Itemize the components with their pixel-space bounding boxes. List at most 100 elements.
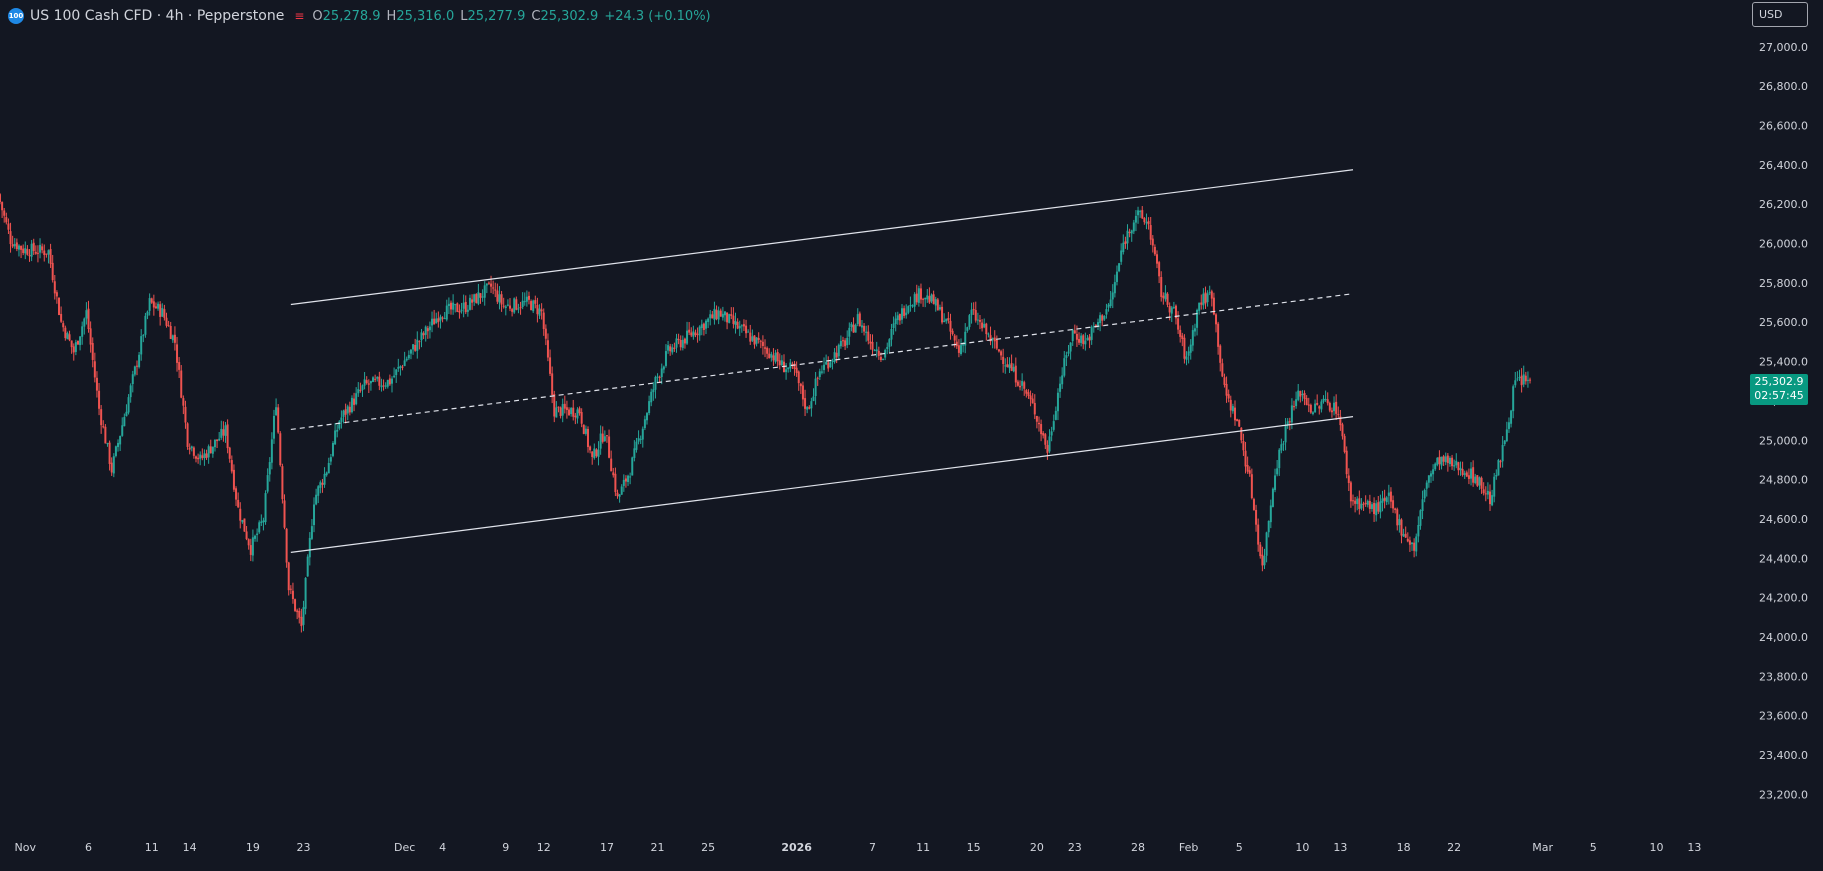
candle-body bbox=[1149, 225, 1152, 240]
candle-body bbox=[45, 253, 48, 255]
candle-body bbox=[1044, 434, 1047, 445]
candle-body bbox=[1016, 381, 1019, 386]
candle-body bbox=[882, 358, 885, 360]
candle-body bbox=[734, 320, 737, 325]
candle-body bbox=[1019, 385, 1022, 388]
candle-body bbox=[506, 304, 509, 306]
y-tick-label: 23,800.0 bbox=[1759, 670, 1808, 683]
candle-body bbox=[938, 307, 941, 310]
candle-body bbox=[1387, 492, 1390, 496]
candle-body bbox=[1290, 405, 1293, 423]
candle-body bbox=[629, 476, 632, 478]
candle-body bbox=[85, 310, 88, 319]
candle-body bbox=[1427, 475, 1430, 483]
x-tick-label: 18 bbox=[1397, 841, 1411, 854]
candle-body bbox=[1071, 330, 1074, 342]
candle-body bbox=[1037, 422, 1040, 425]
candle-body bbox=[1172, 307, 1175, 309]
candle-body bbox=[1082, 335, 1085, 345]
candle-body bbox=[586, 428, 589, 448]
candle-body bbox=[15, 242, 18, 250]
candle-body bbox=[1177, 318, 1180, 330]
candle-body bbox=[1012, 366, 1015, 372]
candle-body bbox=[121, 425, 124, 436]
candle-body bbox=[1514, 380, 1517, 386]
candle-body bbox=[51, 262, 54, 281]
candle-body bbox=[671, 347, 674, 353]
candle-body bbox=[936, 299, 939, 311]
candle-body bbox=[1162, 295, 1165, 299]
candle-body bbox=[546, 340, 549, 358]
candle-body bbox=[1316, 402, 1319, 405]
candle-body bbox=[1090, 327, 1093, 340]
candle-body bbox=[768, 353, 771, 359]
candle-body bbox=[447, 303, 450, 307]
candle-body bbox=[1507, 422, 1510, 429]
candle-body bbox=[1259, 544, 1262, 557]
candle-body bbox=[1299, 391, 1302, 397]
candle-body bbox=[934, 299, 937, 306]
candle-body bbox=[1189, 344, 1192, 353]
candle-body bbox=[603, 436, 606, 442]
candle-body bbox=[692, 331, 695, 337]
candle-body bbox=[919, 288, 922, 300]
candle-body bbox=[93, 361, 96, 378]
candle-body bbox=[1004, 365, 1007, 367]
x-tick-label: Nov bbox=[15, 841, 37, 854]
candle-body bbox=[511, 309, 514, 312]
candle-body bbox=[1132, 222, 1135, 232]
candle-body bbox=[1444, 456, 1447, 463]
candle-body bbox=[787, 367, 790, 370]
candle-body bbox=[369, 380, 372, 384]
candle-body bbox=[966, 327, 969, 331]
candle-body bbox=[641, 428, 644, 440]
candle-body bbox=[445, 305, 448, 320]
low-value: 25,277.9 bbox=[467, 8, 526, 24]
candle-body bbox=[296, 610, 299, 613]
candle-body bbox=[496, 290, 499, 302]
candle-body bbox=[574, 415, 577, 418]
candle-body bbox=[468, 297, 471, 310]
candle-body bbox=[1278, 449, 1281, 469]
equals-icon[interactable]: ≡ bbox=[294, 9, 305, 23]
candle-body bbox=[117, 442, 120, 448]
candle-body bbox=[1448, 457, 1451, 465]
candle-body bbox=[820, 371, 823, 373]
candle-body bbox=[232, 469, 235, 490]
candle-body bbox=[793, 363, 796, 369]
candle-body bbox=[1419, 510, 1422, 526]
candle-body bbox=[1408, 540, 1411, 545]
candle-body bbox=[580, 412, 583, 424]
candle-body bbox=[814, 378, 817, 397]
candle-body bbox=[498, 294, 501, 303]
candle-body bbox=[1193, 328, 1196, 332]
candle-body bbox=[616, 492, 619, 497]
candle-body bbox=[188, 447, 191, 450]
candle-body bbox=[1128, 232, 1131, 234]
candle-body bbox=[1033, 402, 1036, 415]
candle-body bbox=[951, 330, 954, 334]
candle-body bbox=[848, 327, 851, 337]
candle-body bbox=[660, 368, 663, 378]
candle-body bbox=[1115, 271, 1118, 282]
candle-body bbox=[601, 433, 604, 442]
symbol-title[interactable]: US 100 Cash CFD · 4h · Pepperstone bbox=[30, 8, 285, 24]
candle-body bbox=[89, 328, 92, 345]
symbol-badge[interactable]: 100 bbox=[8, 8, 24, 24]
candle-body bbox=[272, 415, 275, 439]
candle-body bbox=[1381, 498, 1384, 503]
candle-body bbox=[342, 410, 345, 417]
currency-button[interactable]: USD bbox=[1752, 2, 1808, 27]
candle-body bbox=[612, 472, 615, 476]
candle-body bbox=[549, 357, 552, 374]
candle-body bbox=[679, 339, 682, 348]
candle-body bbox=[867, 331, 870, 341]
candle-body bbox=[837, 344, 840, 357]
candle-body bbox=[1394, 508, 1397, 510]
candle-body bbox=[266, 475, 269, 492]
candle-body bbox=[892, 323, 895, 328]
candle-body bbox=[1255, 509, 1258, 525]
candle-body bbox=[1529, 379, 1532, 381]
